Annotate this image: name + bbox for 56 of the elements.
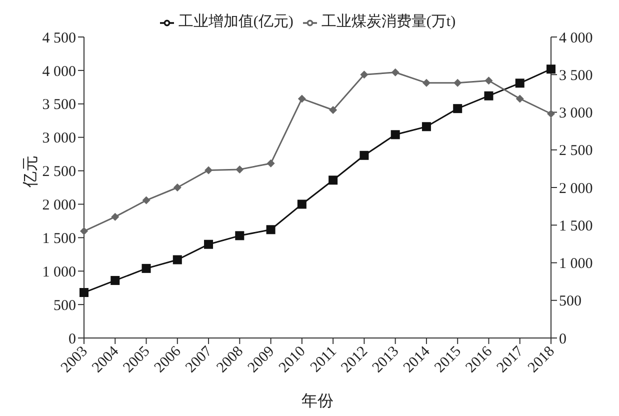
y2-tick-label: 3 500 (559, 68, 593, 84)
x-axis-title: 年份 (302, 393, 334, 410)
y2-tick-label: 2 500 (559, 143, 593, 160)
point (391, 68, 400, 76)
point (484, 76, 493, 85)
point (515, 78, 524, 88)
point (329, 106, 338, 114)
y-tick-label: 0 (68, 331, 76, 348)
point (236, 165, 244, 174)
y-axis-title: 亿元 (22, 156, 40, 188)
point (328, 176, 338, 185)
point (298, 94, 306, 103)
point (173, 184, 182, 192)
y-tick-label: 3 500 (42, 97, 76, 114)
point (546, 64, 556, 74)
y2-tick-label: 4 000 (559, 30, 593, 46)
point (110, 276, 120, 285)
x-tick-label: 2011 (308, 344, 340, 376)
y-tick-label: 500 (54, 298, 76, 314)
point (204, 240, 214, 249)
point (390, 130, 400, 140)
point (111, 212, 120, 221)
y-tick-label: 2 500 (42, 164, 76, 180)
y2-tick-label: 500 (559, 294, 582, 310)
legend-label: 工业煤炭消费量(万t) (321, 14, 456, 30)
point (142, 196, 150, 204)
point (453, 104, 462, 114)
y2-tick-label: 2 000 (559, 180, 593, 197)
point (204, 166, 213, 174)
y-tick-label: 4 000 (42, 64, 76, 80)
point (80, 288, 88, 298)
legend-label: 工业增加值(亿元) (178, 14, 294, 30)
point (266, 225, 276, 234)
y2-tick-label: 0 (559, 331, 566, 348)
point (360, 150, 369, 160)
y-tick-label: 2 000 (42, 198, 76, 214)
point (142, 264, 151, 273)
y2-tick-label: 3 000 (559, 106, 593, 122)
point (360, 70, 368, 79)
point (422, 122, 431, 132)
point (235, 231, 244, 240)
point (516, 94, 524, 103)
y-tick-label: 4 500 (42, 30, 76, 46)
y-tick-label: 1 000 (42, 264, 76, 280)
y2-tick-label: 1 500 (559, 218, 593, 234)
point (172, 255, 182, 264)
point (297, 200, 306, 209)
point (266, 159, 275, 168)
point (484, 91, 494, 100)
y-tick-label: 3 000 (42, 130, 76, 147)
y-tick-label: 1 500 (42, 230, 76, 247)
point (422, 78, 430, 87)
point (547, 110, 555, 118)
y2-tick-label: 1 000 (559, 256, 593, 272)
point (80, 227, 88, 236)
point (454, 78, 462, 87)
